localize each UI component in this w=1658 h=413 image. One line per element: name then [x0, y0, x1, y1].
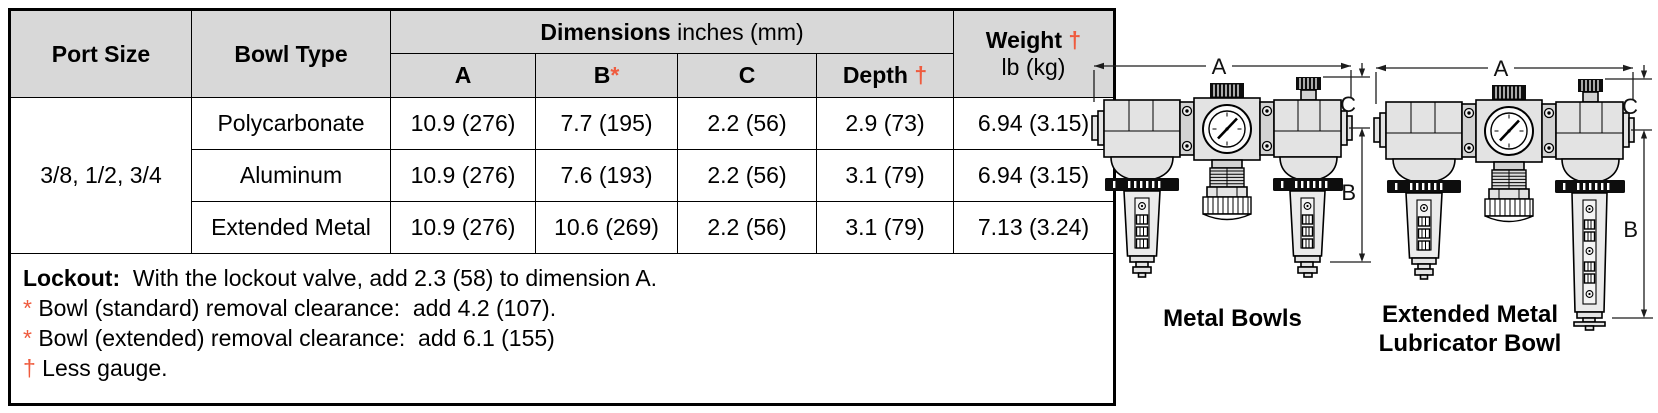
table-row: Aluminum 10.9 (276) 7.6 (193) 2.2 (56) 3…	[10, 149, 1115, 202]
header-dimensions: Dimensions inches (mm)	[390, 9, 954, 54]
note-standard-clearance: * Bowl (standard) removal clearance: add…	[23, 293, 1107, 323]
regulator-unit	[1475, 85, 1543, 223]
cell-port-size: 3/8, 1/2, 3/4	[9, 97, 192, 254]
pressure-gauge-icon	[1484, 106, 1534, 156]
regulator-unit	[1193, 83, 1261, 221]
weight-units: lb (kg)	[1001, 54, 1066, 80]
frl-assembly-drawing: A	[1091, 54, 1371, 278]
header-dim-b: B*	[535, 53, 678, 98]
cell-dim-c: 2.2 (56)	[677, 97, 817, 150]
dimensions-label-bold: Dimensions	[540, 18, 671, 45]
frl-assembly-drawing-extended: A	[1373, 56, 1653, 331]
note-less-gauge: † Less gauge.	[23, 353, 1107, 383]
cell-bowl-type: Aluminum	[191, 149, 391, 202]
dim-c: C	[1323, 63, 1370, 137]
cell-dim-c: 2.2 (56)	[677, 201, 817, 254]
diagram-extended-metal: A	[1372, 52, 1658, 412]
cell-dim-b: 10.6 (269)	[535, 201, 678, 254]
table-row: 3/8, 1/2, 3/4 Polycarbonate 10.9 (276) 7…	[9, 97, 1115, 254]
depth-label: Depth	[842, 62, 915, 88]
note-text: Less gauge.	[35, 355, 168, 381]
cell-bowl-type: Extended Metal	[191, 201, 391, 254]
cell-depth: 3.1 (79)	[816, 149, 954, 202]
dim-a-label: A	[1212, 54, 1227, 79]
caption-metal-bowls: Metal Bowls	[1163, 305, 1302, 332]
lockout-label: Lockout:	[23, 265, 121, 291]
header-dim-c: C	[677, 53, 817, 98]
header-bowl-type: Bowl Type	[191, 9, 391, 98]
header-weight: Weight † lb (kg)	[953, 9, 1115, 98]
cell-dim-a: 10.9 (276)	[390, 201, 536, 254]
cell-weight: 7.13 (3.24)	[953, 201, 1115, 254]
dim-b-label: B	[593, 62, 611, 88]
cell-dim-c: 2.2 (56)	[677, 149, 817, 202]
footnotes-block: Lockout: With the lockout valve, add 2.3…	[9, 253, 1115, 405]
filter-unit	[1385, 101, 1463, 280]
dim-c-label: C	[1340, 92, 1356, 117]
note-lockout: Lockout: With the lockout valve, add 2.3…	[23, 263, 1107, 293]
flange-left	[1461, 103, 1477, 158]
dim-a: A	[1375, 56, 1634, 104]
cell-weight: 6.94 (3.15)	[953, 97, 1115, 150]
cell-dim-b: 7.7 (195)	[535, 97, 678, 150]
header-depth: Depth †	[816, 53, 954, 98]
caption-line-2: Lubricator Bowl	[1378, 330, 1562, 357]
flange-right	[1541, 103, 1557, 158]
lubricator-unit	[1273, 77, 1343, 278]
cell-dim-a: 10.9 (276)	[390, 97, 536, 150]
table-row: Extended Metal 10.9 (276) 10.6 (269) 2.2…	[10, 201, 1115, 254]
cell-depth: 2.9 (73)	[816, 97, 954, 150]
pressure-gauge-icon	[1202, 104, 1252, 154]
spec-table: Port Size Bowl Type Dimensions inches (m…	[8, 8, 1116, 406]
dim-b-label: B	[1341, 180, 1356, 205]
weight-dagger-mark: †	[1068, 27, 1082, 53]
flange-right	[1259, 101, 1275, 156]
dim-b-asterisk-mark: *	[610, 62, 620, 88]
dim-c: C	[1605, 65, 1652, 139]
weight-label: Weight	[985, 27, 1069, 53]
caption-line-1: Extended Metal	[1381, 301, 1559, 328]
note-extended-clearance: * Bowl (extended) removal clearance: add…	[23, 323, 1107, 353]
caption-extended-metal: Extended Metal Lubricator Bowl	[1372, 300, 1568, 358]
asterisk-mark: *	[23, 295, 32, 321]
lockout-text: With the lockout valve, add 2.3 (58) to …	[120, 265, 658, 291]
dimensions-label-units: inches (mm)	[670, 18, 804, 45]
header-dim-a: A	[390, 53, 536, 98]
dim-b: B	[1330, 136, 1371, 263]
dim-b: B	[1612, 138, 1653, 319]
cell-weight: 6.94 (3.15)	[953, 149, 1115, 202]
cell-depth: 3.1 (79)	[816, 201, 954, 254]
dim-b-label: B	[1623, 217, 1638, 242]
asterisk-mark: *	[23, 325, 32, 351]
cell-dim-a: 10.9 (276)	[390, 149, 536, 202]
flange-left	[1179, 101, 1195, 156]
lubricator-unit-extended	[1555, 79, 1625, 331]
depth-dagger-mark: †	[914, 62, 928, 88]
note-text: Bowl (standard) removal clearance: add 4…	[31, 295, 557, 321]
note-text: Bowl (extended) removal clearance: add 6…	[31, 325, 555, 351]
header-port-size: Port Size	[9, 9, 192, 98]
filter-unit	[1103, 99, 1181, 278]
cell-dim-b: 7.6 (193)	[535, 149, 678, 202]
dim-a-label: A	[1494, 56, 1509, 81]
diagram-metal-bowls: A	[1090, 50, 1375, 350]
dim-a: A	[1093, 54, 1352, 102]
cell-bowl-type: Polycarbonate	[191, 97, 391, 150]
dim-c-label: C	[1622, 94, 1638, 119]
dagger-mark: †	[23, 355, 36, 381]
